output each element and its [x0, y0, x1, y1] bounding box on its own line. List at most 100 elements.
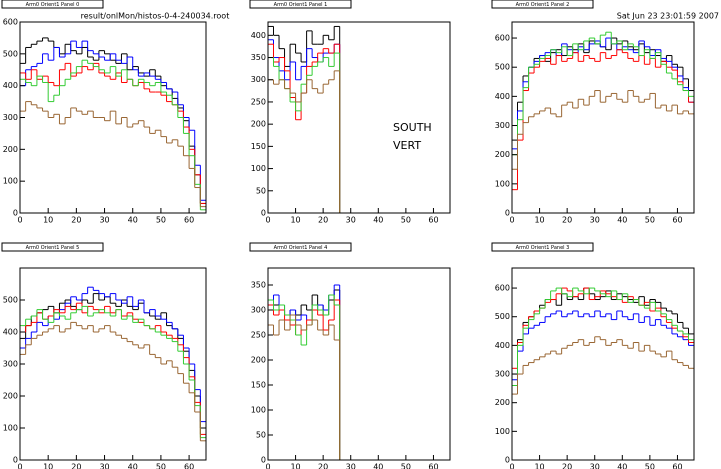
- x-tick-label: 20: [318, 216, 328, 225]
- y-tick-label: 100: [251, 406, 266, 415]
- x-tick-label: 20: [71, 463, 81, 469]
- x-tick-label: 50: [645, 216, 655, 225]
- x-tick-label: 10: [290, 216, 300, 225]
- x-tick-label: 40: [617, 216, 627, 225]
- x-tick-label: 50: [401, 216, 411, 225]
- y-tick-label: 100: [3, 177, 18, 186]
- title-box: [491, 0, 594, 9]
- x-tick-label: 50: [645, 463, 655, 469]
- y-tick-label: 200: [3, 145, 18, 154]
- y-tick-label: 0: [13, 209, 18, 218]
- x-tick-label: 0: [265, 216, 270, 225]
- title-box: [249, 0, 352, 9]
- x-tick-label: 30: [590, 216, 600, 225]
- y-tick-label: 100: [495, 427, 510, 436]
- y-tick-label: 250: [251, 97, 266, 106]
- title-box: [249, 242, 352, 252]
- title-box: [491, 242, 594, 252]
- y-tick-label: 200: [3, 392, 18, 401]
- frame: [267, 267, 451, 461]
- y-tick-label: 400: [495, 341, 510, 350]
- y-tick-label: 200: [251, 356, 266, 365]
- x-tick-label: 40: [373, 216, 383, 225]
- date: Sat Jun 23 23:01:59 2007: [617, 12, 719, 21]
- y-tick-label: 500: [3, 49, 18, 58]
- y-tick-label: 400: [495, 92, 510, 101]
- y-tick-label: 0: [261, 456, 266, 465]
- y-tick-label: 600: [495, 284, 510, 293]
- y-tick-label: 500: [495, 312, 510, 321]
- x-tick-label: 60: [184, 216, 194, 225]
- panel-title: Arm0 Orient1 Panel 1: [274, 2, 328, 8]
- y-tick-label: 600: [3, 18, 18, 27]
- x-tick-label: 10: [534, 216, 544, 225]
- annotation: SOUTH: [393, 121, 432, 134]
- frame: [511, 267, 695, 461]
- x-tick-label: 20: [562, 463, 572, 469]
- x-tick-label: 50: [156, 216, 166, 225]
- y-tick-label: 100: [3, 424, 18, 433]
- x-tick-label: 0: [509, 463, 514, 469]
- x-tick-label: 60: [428, 463, 438, 469]
- x-tick-label: 40: [617, 463, 627, 469]
- x-tick-label: 60: [672, 216, 682, 225]
- frame: [267, 21, 451, 214]
- panel-title: Arm0 Orient1 Panel 4: [274, 245, 328, 251]
- y-tick-label: 150: [251, 142, 266, 151]
- x-tick-label: 60: [672, 463, 682, 469]
- y-tick-label: 300: [251, 75, 266, 84]
- x-tick-label: 20: [562, 216, 572, 225]
- x-tick-label: 10: [534, 463, 544, 469]
- y-tick-label: 350: [251, 281, 266, 290]
- y-tick-label: 400: [3, 328, 18, 337]
- x-tick-label: 40: [128, 216, 138, 225]
- y-tick-label: 0: [261, 209, 266, 218]
- y-tick-label: 500: [3, 296, 18, 305]
- y-tick-label: 100: [495, 179, 510, 188]
- panel-title: Arm0 Orient1 Panel 3: [516, 245, 570, 251]
- y-tick-label: 400: [251, 31, 266, 40]
- x-tick-label: 30: [590, 463, 600, 469]
- y-tick-label: 300: [3, 360, 18, 369]
- x-tick-label: 40: [128, 463, 138, 469]
- x-tick-label: 10: [43, 216, 53, 225]
- x-tick-label: 30: [346, 463, 356, 469]
- y-tick-label: 50: [256, 186, 266, 195]
- title-box: [1, 242, 104, 252]
- file-name: result/onlMon/histos-0-4-240034.root: [81, 12, 230, 21]
- y-tick-label: 250: [251, 331, 266, 340]
- x-tick-label: 50: [156, 463, 166, 469]
- y-tick-label: 400: [3, 81, 18, 90]
- x-tick-label: 0: [17, 216, 22, 225]
- panel-title: Arm0 Orient1 Panel 5: [26, 245, 80, 251]
- y-tick-label: 200: [251, 120, 266, 129]
- y-tick-label: 200: [495, 150, 510, 159]
- title-box: [1, 0, 104, 9]
- panel-title: Arm0 Orient1 Panel 2: [516, 2, 570, 8]
- y-tick-label: 0: [505, 456, 510, 465]
- y-tick-label: 0: [505, 209, 510, 218]
- x-tick-label: 30: [99, 216, 109, 225]
- y-tick-label: 150: [251, 381, 266, 390]
- x-tick-label: 0: [17, 463, 22, 469]
- x-tick-label: 0: [509, 216, 514, 225]
- x-tick-label: 0: [265, 463, 270, 469]
- annotation: VERT: [393, 139, 421, 152]
- x-tick-label: 60: [428, 216, 438, 225]
- y-tick-label: 300: [3, 113, 18, 122]
- x-tick-label: 60: [184, 463, 194, 469]
- y-tick-label: 50: [256, 431, 266, 440]
- y-tick-label: 300: [495, 370, 510, 379]
- x-tick-label: 30: [99, 463, 109, 469]
- panel-title: Arm0 Orient1 Panel 0: [26, 2, 80, 8]
- y-tick-label: 350: [251, 53, 266, 62]
- x-tick-label: 20: [71, 216, 81, 225]
- y-tick-label: 0: [13, 456, 18, 465]
- y-tick-label: 300: [251, 306, 266, 315]
- x-tick-label: 50: [401, 463, 411, 469]
- y-tick-label: 500: [495, 63, 510, 72]
- y-tick-label: 600: [495, 34, 510, 43]
- y-tick-label: 100: [251, 164, 266, 173]
